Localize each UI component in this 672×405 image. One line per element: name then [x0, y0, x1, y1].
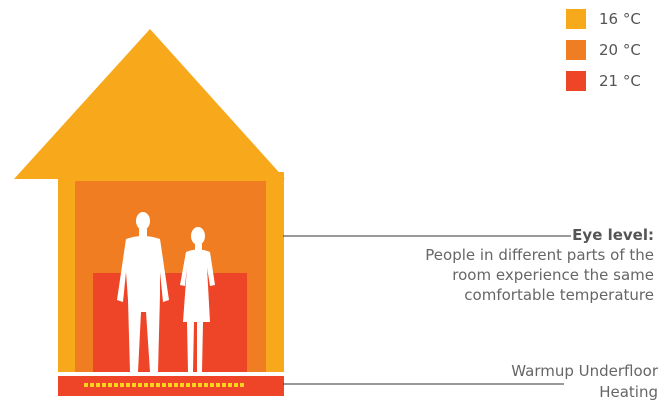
heating-dot [144, 383, 148, 387]
heating-dot [216, 383, 220, 387]
eye-level-title: Eye level: [572, 226, 654, 244]
legend-label-21: 21 °C [599, 72, 641, 90]
heating-dot [174, 383, 178, 387]
underfloor-heating-label: Warmup Underfloor Heating [511, 362, 658, 401]
heating-dot [150, 383, 154, 387]
heating-dot [120, 383, 124, 387]
heating-dot [210, 383, 214, 387]
roof [14, 29, 285, 179]
heating-dot [162, 383, 166, 387]
heating-dot [186, 383, 190, 387]
heating-dot [204, 383, 208, 387]
zone-21 [93, 273, 247, 372]
eye-level-description: People in different parts of the room ex… [425, 246, 654, 304]
heating-dot [168, 383, 172, 387]
heating-dot [132, 383, 136, 387]
legend-swatch-21 [566, 71, 586, 91]
heating-dot [228, 383, 232, 387]
heating-dot [102, 383, 106, 387]
heating-dot [192, 383, 196, 387]
heating-dot [180, 383, 184, 387]
heating-dot [240, 383, 244, 387]
heating-dot [198, 383, 202, 387]
legend-label-16: 16 °C [599, 10, 641, 28]
heated-floor [58, 372, 284, 376]
heating-dot [156, 383, 160, 387]
heating-dot [222, 383, 226, 387]
legend-swatch-20 [566, 40, 586, 60]
person-woman-icon [180, 227, 215, 372]
heating-dot [90, 383, 94, 387]
heating-element-dots [84, 383, 244, 387]
person-man-icon [117, 212, 169, 372]
heating-dot [234, 383, 238, 387]
heating-dot [114, 383, 118, 387]
heating-dot [138, 383, 142, 387]
legend-swatch-16 [566, 9, 586, 29]
heating-dot [96, 383, 100, 387]
heating-dot [84, 383, 88, 387]
heating-dot [108, 383, 112, 387]
heating-dot [126, 383, 130, 387]
legend-label-20: 20 °C [599, 41, 641, 59]
